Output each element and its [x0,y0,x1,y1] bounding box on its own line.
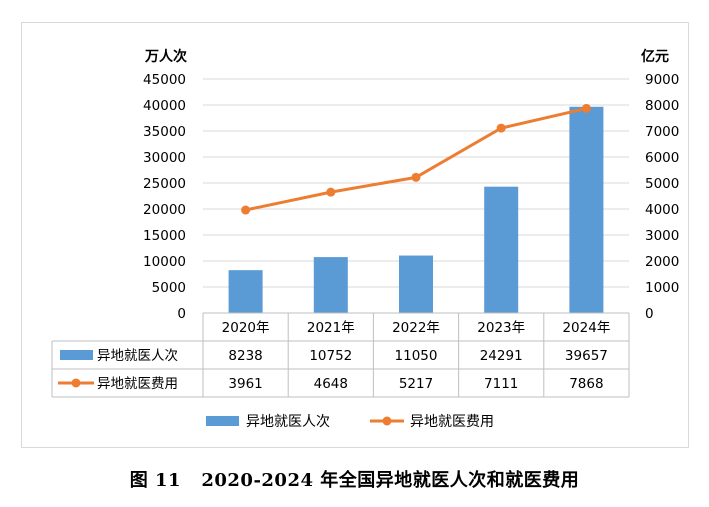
data-label-line: 3961 [228,376,262,392]
left-tick-label: 40000 [143,98,186,114]
line-series [241,103,591,215]
figure-title: 2020-2024 年全国异地就医人次和就医费用 [201,470,580,491]
left-tick-label: 20000 [143,202,186,218]
left-tick-label: 30000 [143,150,186,166]
table-row-label: 异地就医人次 [97,348,178,364]
left-tick-label: 10000 [143,254,186,270]
line-point-2021年 [326,187,336,197]
line-point-2022年 [411,172,421,182]
right-axis-ticks: 0 1000 2000 3000 4000 5000 6000 7000 8000 9000 [645,72,679,322]
right-axis-unit: 亿元 [641,48,669,65]
category-label: 2021年 [307,320,355,336]
left-tick-label: 0 [177,306,186,322]
figure-number: 图 11 [129,470,182,491]
table-key-bar [60,350,93,360]
data-label-line: 4648 [314,376,348,392]
figure-caption: 图 11 2020-2024 年全国异地就医人次和就医费用 [0,466,709,492]
chart-frame [21,22,689,448]
data-label-bar: 8238 [228,348,262,364]
data-label-line: 7111 [484,376,518,392]
right-tick-label: 3000 [645,228,679,244]
right-tick-label: 6000 [645,150,679,166]
left-tick-label: 5000 [152,280,186,296]
table-key-marker [71,378,81,388]
bar-2024年 [569,106,604,313]
legend-label: 异地就医费用 [410,414,494,430]
right-tick-label: 5000 [645,176,679,192]
line-point-2020年 [241,205,251,215]
legend-key-bar [206,416,239,426]
right-tick-label: 8000 [645,98,679,114]
data-label-bar: 10752 [309,348,352,364]
legend-key-marker [382,416,392,426]
data-label-bar: 11050 [395,348,438,364]
left-tick-label: 35000 [143,124,186,140]
table-row-label: 异地就医费用 [97,376,178,392]
category-label: 2020年 [222,320,270,336]
category-label: 2024年 [562,320,610,336]
right-tick-label: 0 [645,306,654,322]
bar-2020年 [228,270,263,313]
data-label-line: 7868 [569,376,603,392]
line-point-2024年 [581,103,591,113]
right-tick-label: 2000 [645,254,679,270]
category-label: 2023年 [477,320,525,336]
gridlines [203,78,629,288]
data-label-line: 5217 [399,376,433,392]
right-tick-label: 1000 [645,280,679,296]
bar-2022年 [399,255,433,313]
left-tick-label: 25000 [143,176,186,192]
bar-2023年 [484,186,519,313]
legend: 异地就医人次 异地就医费用 [206,414,494,430]
right-tick-label: 9000 [645,72,679,88]
bar-2021年 [313,257,348,313]
line-point-2023年 [496,123,506,133]
data-label-bar: 24291 [480,348,523,364]
category-label: 2022年 [392,320,440,336]
left-axis-unit: 万人次 [144,48,187,65]
right-tick-label: 4000 [645,202,679,218]
bar-series [228,106,604,313]
left-axis-ticks: 0 5000 10000 15000 20000 25000 30000 35000 40000… [143,72,186,322]
legend-label: 异地就医人次 [246,414,330,430]
right-tick-label: 7000 [645,124,679,140]
left-tick-label: 15000 [143,228,186,244]
data-label-bar: 39657 [565,348,608,364]
line-path [245,106,587,212]
left-tick-label: 45000 [143,72,186,88]
